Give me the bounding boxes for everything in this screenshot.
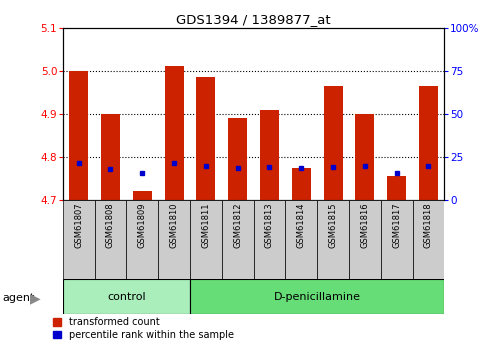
Text: D-penicillamine: D-penicillamine — [274, 292, 361, 302]
Bar — [190, 200, 222, 279]
Bar — [196, 77, 215, 200]
Bar — [419, 86, 438, 200]
Text: GSM61808: GSM61808 — [106, 203, 115, 248]
Text: GSM61817: GSM61817 — [392, 203, 401, 248]
Bar — [69, 71, 88, 200]
Text: ▶: ▶ — [29, 292, 40, 305]
Text: GSM61810: GSM61810 — [170, 203, 179, 248]
Bar — [324, 86, 342, 200]
Bar — [190, 279, 444, 314]
Bar — [63, 279, 190, 314]
Bar — [165, 66, 184, 200]
Text: control: control — [107, 292, 146, 302]
Bar — [317, 200, 349, 279]
Bar — [95, 200, 127, 279]
Text: GSM61811: GSM61811 — [201, 203, 211, 248]
Legend: transformed count, percentile rank within the sample: transformed count, percentile rank withi… — [53, 317, 234, 340]
Text: GSM61813: GSM61813 — [265, 203, 274, 248]
Text: GSM61807: GSM61807 — [74, 203, 83, 248]
Bar — [101, 114, 120, 200]
Title: GDS1394 / 1389877_at: GDS1394 / 1389877_at — [176, 13, 331, 27]
Bar — [228, 118, 247, 200]
Bar — [292, 168, 311, 200]
Text: GSM61818: GSM61818 — [424, 203, 433, 248]
Bar — [260, 109, 279, 200]
Text: agent: agent — [2, 294, 35, 303]
Bar — [254, 200, 285, 279]
Text: GSM61815: GSM61815 — [328, 203, 338, 248]
Bar — [355, 114, 374, 200]
Text: GSM61814: GSM61814 — [297, 203, 306, 248]
Bar — [158, 200, 190, 279]
Text: GSM61816: GSM61816 — [360, 203, 369, 248]
Bar — [133, 191, 152, 200]
Bar — [412, 200, 444, 279]
Text: GSM61809: GSM61809 — [138, 203, 147, 248]
Text: GSM61812: GSM61812 — [233, 203, 242, 248]
Bar — [222, 200, 254, 279]
Bar — [381, 200, 412, 279]
Bar — [349, 200, 381, 279]
Bar — [285, 200, 317, 279]
Bar — [63, 200, 95, 279]
Bar — [127, 200, 158, 279]
Bar — [387, 176, 406, 200]
